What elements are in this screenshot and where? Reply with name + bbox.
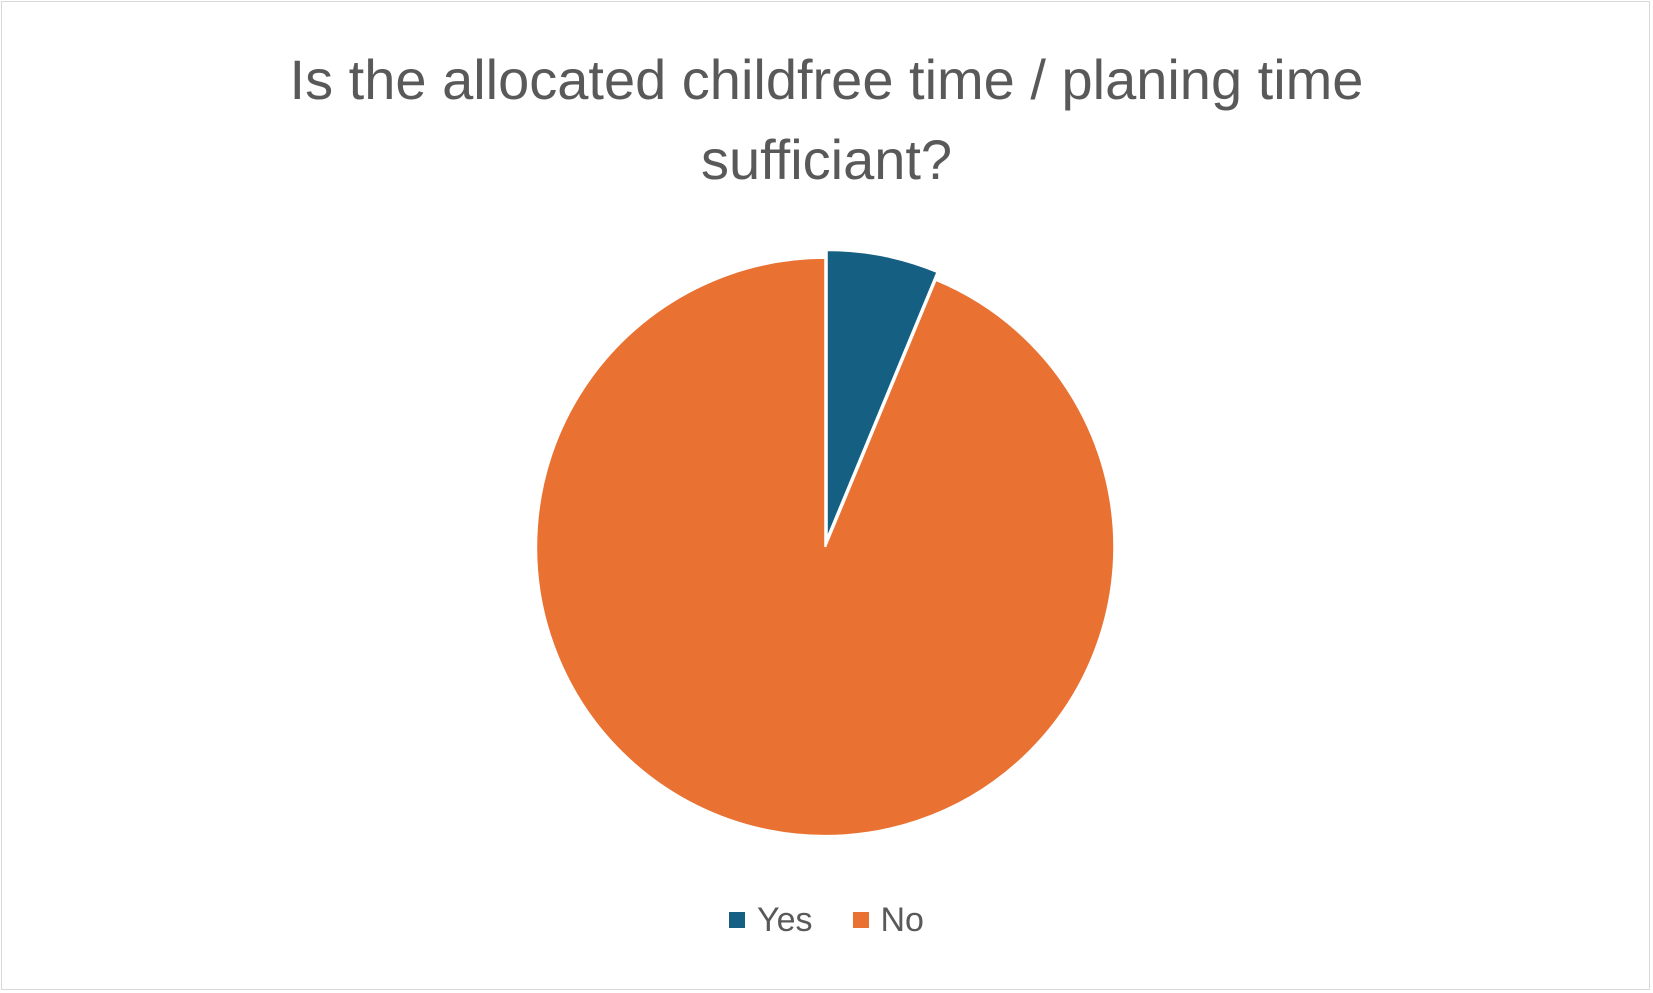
legend-label-no: No bbox=[880, 901, 924, 939]
legend: Yes No bbox=[0, 900, 1653, 940]
chart-title: Is the allocated childfree time / planin… bbox=[289, 48, 1364, 191]
pie-slice-yes bbox=[825, 249, 939, 540]
legend-swatch-yes bbox=[729, 912, 746, 928]
legend-item-no: No bbox=[852, 900, 924, 940]
pie-slice-no bbox=[535, 256, 1116, 837]
legend-swatch-no bbox=[852, 912, 869, 928]
pie-slices bbox=[535, 249, 1116, 837]
legend-item-yes: Yes bbox=[729, 900, 813, 940]
legend-label-yes: Yes bbox=[757, 901, 813, 939]
